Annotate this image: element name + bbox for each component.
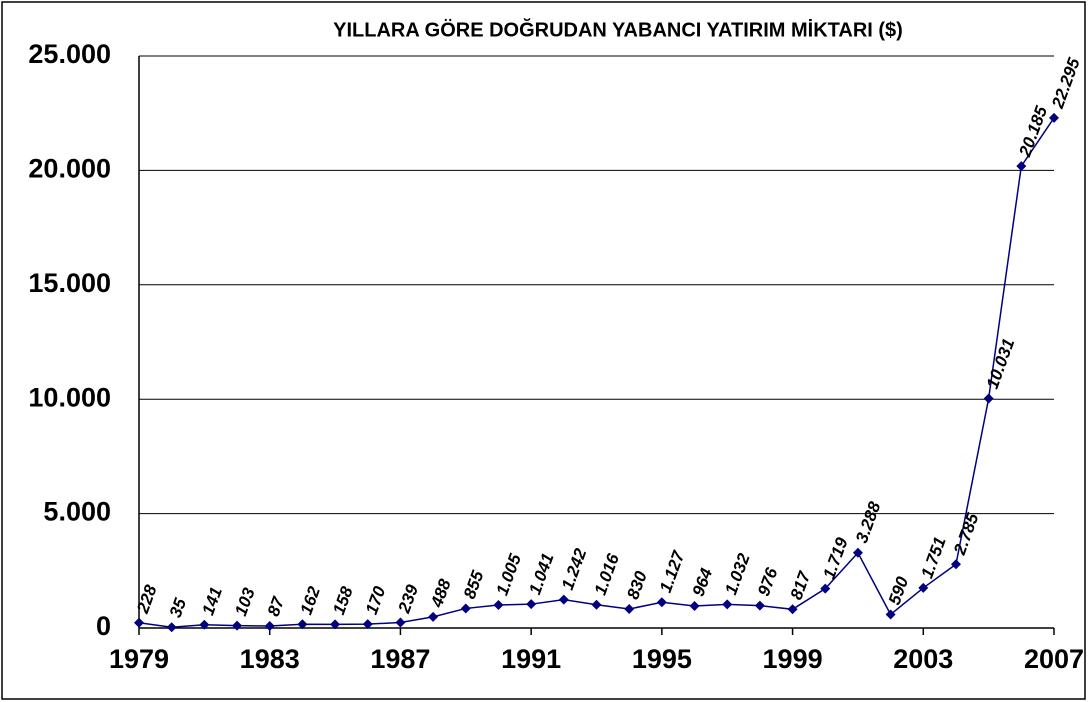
- data-point: [918, 582, 929, 593]
- data-point: [330, 619, 341, 630]
- data-point: [558, 594, 569, 605]
- data-point: [232, 620, 243, 631]
- data-point: [264, 621, 275, 632]
- data-point: [493, 600, 504, 611]
- x-tick-label: 1995: [632, 644, 692, 674]
- data-point: [624, 604, 635, 615]
- data-point: [820, 583, 831, 594]
- y-tick-label: 0: [96, 611, 111, 641]
- data-point: [297, 619, 308, 630]
- data-point: [395, 617, 406, 628]
- data-point: [166, 622, 177, 633]
- data-point: [428, 611, 439, 622]
- x-tick-label: 2003: [893, 644, 953, 674]
- x-tick-label: 1999: [763, 644, 823, 674]
- y-tick-label: 5.000: [43, 497, 111, 527]
- data-point: [134, 617, 144, 628]
- x-tick-label: 1987: [370, 644, 430, 674]
- data-point: [885, 609, 896, 620]
- y-tick-label: 10.000: [28, 382, 111, 412]
- data-point: [852, 547, 863, 558]
- data-point: [754, 600, 765, 611]
- data-point: [362, 619, 373, 630]
- data-point: [591, 599, 602, 610]
- data-point: [460, 603, 471, 614]
- x-tick-label: 2007: [1024, 644, 1084, 674]
- data-point: [722, 599, 733, 610]
- x-tick-label: 1991: [501, 644, 561, 674]
- data-point: [689, 600, 700, 611]
- data-point: [787, 604, 798, 615]
- y-tick-label: 20.000: [28, 154, 111, 184]
- data-point: [656, 597, 667, 608]
- data-point: [983, 393, 994, 404]
- data-point: [199, 619, 210, 630]
- y-tick-label: 25.000: [28, 39, 111, 69]
- data-point: [1016, 161, 1027, 172]
- y-tick-label: 15.000: [28, 268, 111, 298]
- data-point: [526, 599, 537, 610]
- x-tick-label: 1979: [109, 644, 169, 674]
- data-point: [1049, 112, 1059, 123]
- x-tick-label: 1983: [240, 644, 300, 674]
- chart-title: YILLARA GÖRE DOĞRUDAN YABANCI YATIRIM Mİ…: [333, 17, 903, 41]
- data-point: [950, 559, 961, 570]
